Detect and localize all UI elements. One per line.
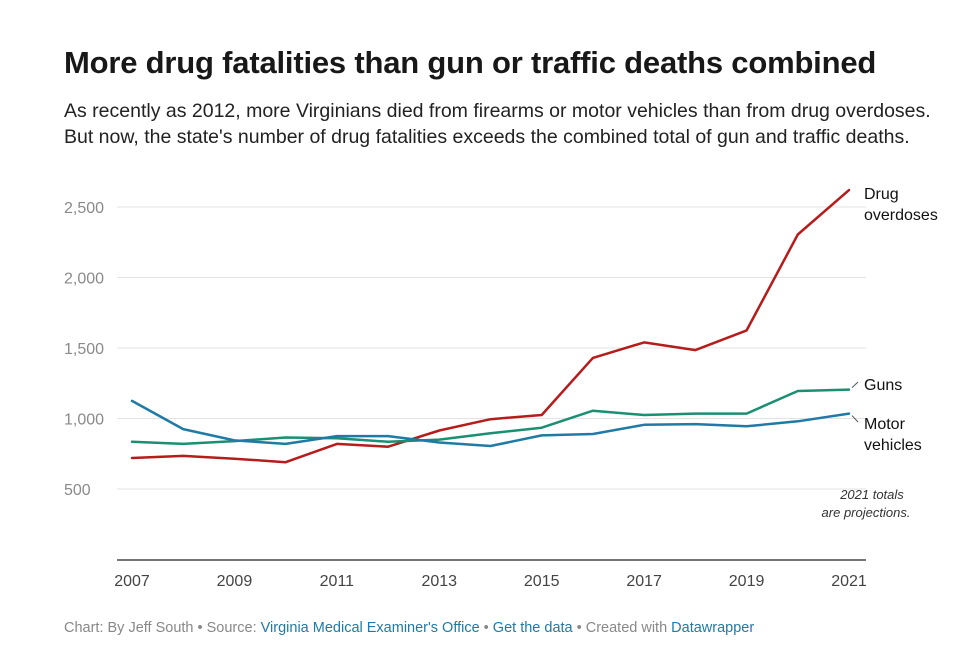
y-tick-label: 1,500 xyxy=(64,341,104,358)
y-tick-label: 2,500 xyxy=(64,200,104,217)
projection-note-line1: 2021 totals xyxy=(839,487,904,502)
x-tick-label: 2007 xyxy=(114,573,150,590)
chart-title: More drug fatalities than gun or traffic… xyxy=(64,45,877,80)
datawrapper-link[interactable]: Datawrapper xyxy=(671,620,755,636)
drug-overdoses-label: Drug xyxy=(864,186,899,203)
y-tick-label: 2,000 xyxy=(64,271,104,288)
x-tick-label: 2019 xyxy=(729,573,765,590)
series-lines xyxy=(130,188,851,464)
x-tick-label: 2013 xyxy=(421,573,457,590)
motor-vehicles-label-connector xyxy=(851,415,859,423)
footer-separator: • Source: xyxy=(193,620,261,636)
x-tick-label: 2011 xyxy=(320,573,355,590)
guns-label: Guns xyxy=(864,377,902,394)
drug-overdoses-line xyxy=(130,188,851,464)
motor-vehicles-line xyxy=(130,399,851,448)
guns-label-connector xyxy=(851,381,859,388)
x-axis-ticks: 2007 2009 2011 2013 2015 2017 2019 2021 xyxy=(114,573,867,590)
projection-note-line2: are projections. xyxy=(822,505,911,520)
x-tick-label: 2015 xyxy=(524,573,560,590)
footer-credit: Chart: By Jeff South xyxy=(64,620,194,636)
x-tick-label: 2021 xyxy=(831,573,867,590)
motor-vehicles-label: vehicles xyxy=(864,437,922,454)
drug-overdoses-label: overdoses xyxy=(864,207,938,224)
x-tick-label: 2017 xyxy=(626,573,662,590)
x-tick-label: 2009 xyxy=(217,573,253,590)
y-tick-label: 500 xyxy=(64,482,91,499)
motor-vehicles-label: Motor xyxy=(864,416,906,433)
chart-subtitle: As recently as 2012, more Virginians die… xyxy=(64,100,931,148)
get-the-data-link[interactable]: Get the data xyxy=(492,620,573,636)
series-labels: Drug overdoses Guns Motor vehicles xyxy=(851,186,938,454)
footer-separator: • Created with xyxy=(572,620,672,636)
y-tick-label: 1,000 xyxy=(64,412,104,429)
chart-footer: Chart: By Jeff South • Source: Virginia … xyxy=(64,620,754,636)
footer-separator: • xyxy=(479,620,493,636)
y-axis-ticks: 500 1,000 1,500 2,000 2,500 xyxy=(64,200,104,499)
source-link[interactable]: Virginia Medical Examiner's Office xyxy=(260,620,480,636)
guns-line xyxy=(130,388,851,446)
